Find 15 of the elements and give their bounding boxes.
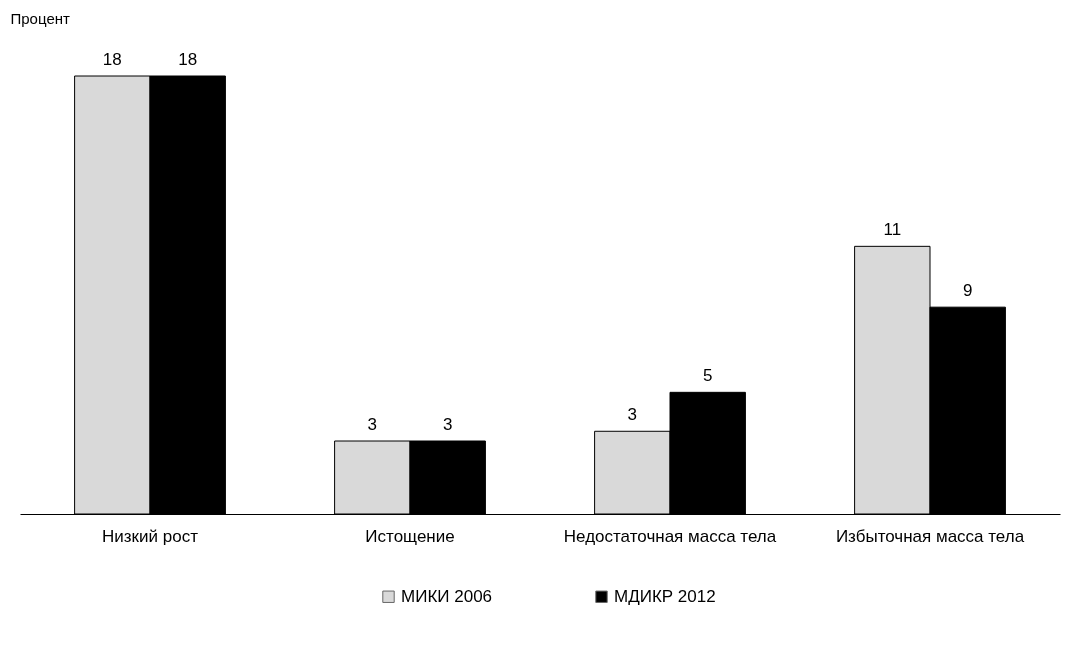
- data-label: 11: [883, 220, 902, 240]
- x-tick-label: Недостаточная масса тела: [563, 526, 777, 546]
- data-label: 3: [367, 415, 378, 434]
- x-tick-label: Избыточная масса тела: [835, 526, 1025, 546]
- data-label: 3: [627, 405, 638, 425]
- x-tick-label: Низкий рост: [102, 526, 199, 546]
- y-axis-title: Процент: [10, 9, 71, 27]
- data-label: 5: [702, 366, 713, 386]
- data-label: 3: [442, 415, 453, 434]
- legend-label: МИКИ 2006: [401, 586, 493, 606]
- legend-label: МДИКР 2012: [614, 586, 716, 606]
- x-tick-label: Истощение: [365, 526, 455, 546]
- data-label: 18: [178, 50, 198, 69]
- data-label: 9: [962, 281, 973, 301]
- data-label: 18: [102, 50, 122, 69]
